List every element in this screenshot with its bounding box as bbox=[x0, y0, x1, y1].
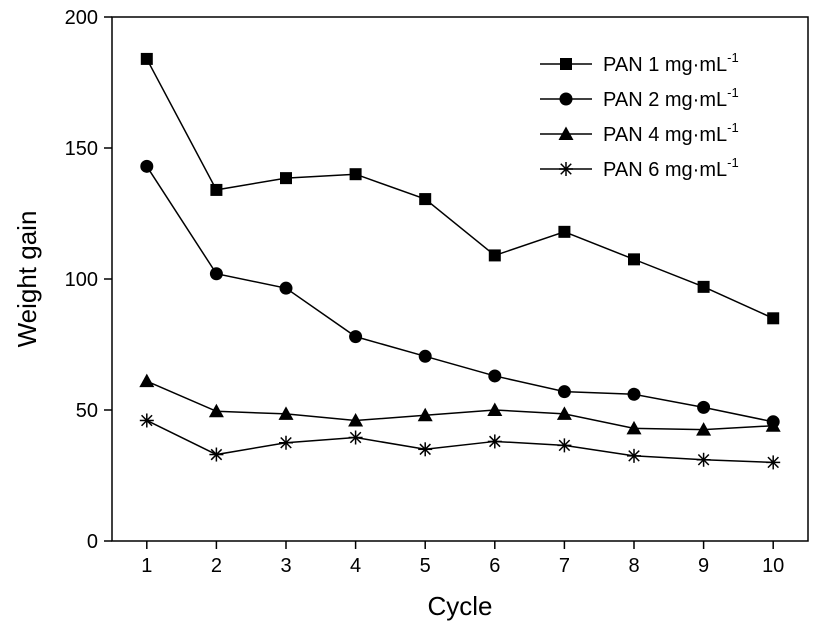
y-tick-label-0: 0 bbox=[87, 531, 98, 553]
series-1-point-1 bbox=[140, 52, 153, 65]
axes: 0 50 100 150 200 1 2 3 4 5 6 7 8 9 10 bbox=[65, 7, 809, 577]
x-tick-label-10: 10 bbox=[762, 555, 784, 577]
series-2-point-9 bbox=[697, 400, 711, 414]
y-tick-label-200: 200 bbox=[65, 7, 98, 29]
legend-label-1: PAN 1 mg·mL-1 bbox=[603, 50, 739, 76]
series-4-line bbox=[146, 419, 774, 464]
series-3-point-6 bbox=[487, 402, 503, 416]
legend-item-1: PAN 1 mg·mL-1 bbox=[540, 50, 739, 76]
legend-label-superscript: -1 bbox=[727, 155, 739, 170]
series-1-point-4 bbox=[349, 168, 362, 181]
y-tick-label-50: 50 bbox=[76, 400, 98, 422]
x-tick-label-7: 7 bbox=[559, 555, 570, 577]
series-4 bbox=[139, 413, 781, 470]
series-2-point-7 bbox=[557, 385, 571, 399]
legend-marker-4 bbox=[559, 162, 573, 176]
legend-item-3: PAN 4 mg·mL-1 bbox=[540, 120, 739, 146]
legend-label-superscript: -1 bbox=[727, 50, 739, 65]
series-3-point-7 bbox=[556, 406, 572, 420]
series-1-point-8 bbox=[628, 253, 640, 266]
series-4-point-2 bbox=[209, 447, 224, 462]
x-tick-label-8: 8 bbox=[628, 555, 639, 577]
series-2-point-8 bbox=[627, 387, 641, 401]
legend-item-2: PAN 2 mg·mL-1 bbox=[540, 85, 739, 111]
series-3 bbox=[139, 373, 781, 436]
x-tick-label-1: 1 bbox=[141, 555, 152, 577]
legend-label-2: PAN 2 mg·mL-1 bbox=[603, 85, 739, 111]
legend-label-4: PAN 6 mg·mL-1 bbox=[603, 155, 739, 181]
series-4-point-7 bbox=[557, 438, 572, 453]
series-1-point-5 bbox=[419, 193, 432, 206]
x-axis-title: Cycle bbox=[427, 591, 492, 621]
legend-label-superscript: -1 bbox=[727, 85, 739, 100]
series-2-line bbox=[146, 165, 774, 423]
series-2-point-6 bbox=[488, 369, 502, 383]
y-tick-label-100: 100 bbox=[65, 269, 98, 291]
legend-item-4: PAN 6 mg·mL-1 bbox=[540, 155, 739, 181]
series-3-point-2 bbox=[208, 403, 224, 418]
series-2-point-3 bbox=[279, 281, 293, 295]
series-2-point-1 bbox=[140, 159, 154, 173]
x-tick-label-3: 3 bbox=[280, 555, 291, 577]
x-tick-label-5: 5 bbox=[420, 555, 431, 577]
series-4-point-1 bbox=[139, 413, 154, 428]
series-4-point-4 bbox=[348, 430, 363, 445]
x-tick-label-6: 6 bbox=[489, 555, 500, 577]
series-3-point-4 bbox=[348, 412, 364, 427]
legend-marker-3 bbox=[558, 126, 574, 140]
series-1-line bbox=[146, 58, 774, 319]
series-4-point-5 bbox=[418, 442, 433, 457]
series-1-point-6 bbox=[488, 249, 501, 262]
x-tick-label-9: 9 bbox=[698, 555, 709, 577]
series-1-point-3 bbox=[280, 172, 292, 185]
series-1-point-9 bbox=[697, 280, 710, 293]
series-layer bbox=[139, 52, 781, 470]
series-4-point-10 bbox=[766, 455, 781, 470]
series-1-point-2 bbox=[210, 183, 223, 196]
series-1 bbox=[140, 52, 780, 325]
series-3-point-5 bbox=[417, 407, 433, 422]
y-axis-title: Weight gain bbox=[12, 211, 42, 348]
series-2-point-5 bbox=[418, 349, 432, 363]
legend-label-superscript: -1 bbox=[727, 120, 739, 135]
series-3-point-9 bbox=[696, 422, 712, 436]
series-4-point-9 bbox=[696, 452, 711, 467]
x-tick-label-2: 2 bbox=[211, 555, 222, 577]
y-tick-label-150: 150 bbox=[65, 138, 98, 160]
series-3-point-8 bbox=[626, 420, 642, 435]
series-2 bbox=[140, 159, 780, 429]
legend-marker-1 bbox=[560, 58, 572, 70]
legend-label-3: PAN 4 mg·mL-1 bbox=[603, 120, 739, 146]
legend: PAN 1 mg·mL-1 PAN 2 mg·mL-1 PAN 4 mg·mL-1 P… bbox=[540, 50, 739, 181]
x-tick-label-4: 4 bbox=[350, 555, 361, 577]
series-3-point-1 bbox=[139, 373, 155, 388]
series-3-line bbox=[146, 380, 774, 431]
series-4-point-6 bbox=[487, 434, 502, 449]
legend-marker-2 bbox=[559, 92, 573, 106]
series-3-point-3 bbox=[278, 406, 294, 420]
series-1-point-7 bbox=[558, 225, 571, 238]
series-2-point-4 bbox=[349, 330, 363, 344]
series-1-point-10 bbox=[767, 312, 780, 325]
series-2-point-2 bbox=[209, 267, 223, 281]
series-3-point-10 bbox=[765, 418, 781, 432]
series-4-point-8 bbox=[627, 448, 641, 463]
series-4-point-3 bbox=[279, 435, 293, 450]
